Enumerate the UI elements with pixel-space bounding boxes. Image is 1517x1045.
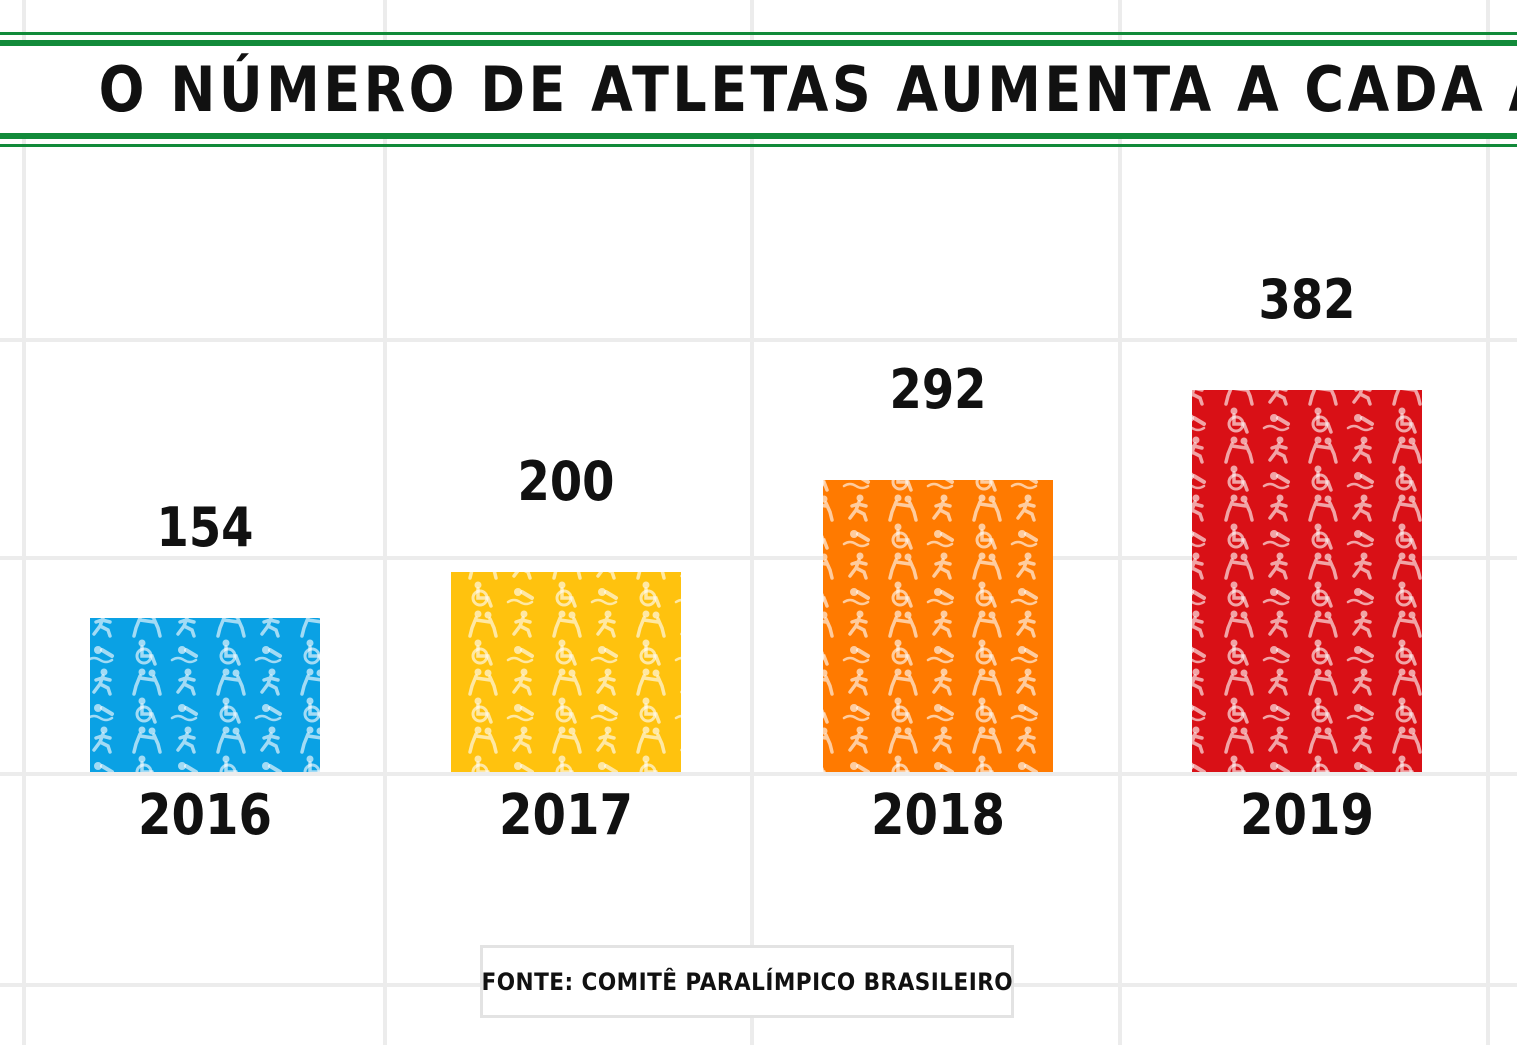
data-label-2016: 154 — [157, 496, 254, 559]
background-grid-line — [383, 0, 387, 1045]
title-rule-top — [0, 40, 1517, 46]
category-label-2016: 2016 — [138, 784, 272, 848]
category-label-2018: 2018 — [871, 784, 1005, 848]
background-grid-line — [22, 0, 26, 1045]
title-rule-bottom — [0, 133, 1517, 139]
bar-2016 — [90, 618, 320, 772]
background-grid-line — [750, 0, 754, 1045]
bar-2018 — [823, 480, 1053, 772]
bar-2017 — [451, 572, 681, 772]
category-label-2019: 2019 — [1240, 784, 1374, 848]
title-band — [0, 45, 1517, 133]
title-rule-bottom — [0, 144, 1517, 147]
background-grid-line — [1486, 0, 1490, 1045]
background-grid-line — [0, 338, 1517, 342]
background-grid-line — [1118, 0, 1122, 1045]
title-rule-top — [0, 32, 1517, 35]
page-title: O NÚMERO DE ATLETAS AUMENTA A CADA ANO — [98, 53, 1517, 126]
data-label-2018: 292 — [890, 358, 987, 421]
data-label-2019: 382 — [1259, 268, 1356, 331]
source-box: FONTE: COMITÊ PARALÍMPICO BRASILEIRO — [480, 945, 1014, 1018]
background-grid-line — [0, 556, 1517, 560]
source-note: FONTE: COMITÊ PARALÍMPICO BRASILEIRO — [481, 967, 1013, 996]
bar-2019 — [1192, 390, 1422, 772]
category-label-2017: 2017 — [499, 784, 633, 848]
background-grid-line — [0, 772, 1517, 776]
data-label-2017: 200 — [518, 450, 615, 513]
